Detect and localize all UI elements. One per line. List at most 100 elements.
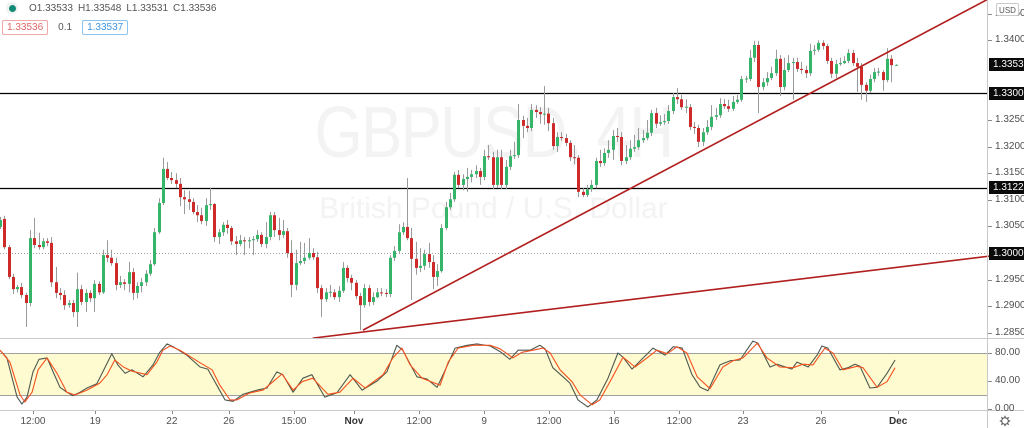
candle-body-down	[805, 69, 808, 74]
candle	[680, 94, 683, 110]
stoch-k-line[interactable]	[0, 340, 896, 408]
candle	[106, 240, 109, 263]
candle	[457, 170, 460, 189]
candle-body-down	[406, 226, 409, 239]
candle	[192, 198, 195, 215]
candle	[188, 190, 191, 210]
candle	[526, 117, 529, 133]
candle-body-down	[359, 296, 362, 306]
candle-body-down	[179, 183, 182, 198]
candle-body-up	[740, 79, 743, 100]
candle-body-down	[565, 138, 568, 143]
candle	[517, 104, 520, 158]
candle	[16, 284, 19, 293]
time-tick-label: 12:00	[20, 416, 46, 427]
candle	[338, 285, 341, 302]
candle-body-down	[380, 292, 383, 294]
gear-icon[interactable]	[999, 415, 1011, 427]
candle-body-down	[852, 52, 855, 64]
line-price-tag[interactable]: 1.30000	[989, 246, 1024, 260]
candle-body-down	[59, 292, 62, 296]
candle-body-up	[398, 232, 401, 251]
candle-body-down	[826, 46, 829, 61]
price-pane[interactable]	[0, 0, 987, 338]
candle	[723, 99, 726, 109]
candle	[462, 174, 465, 191]
candle	[299, 241, 302, 266]
price-tick-label: 1.30500	[995, 220, 1024, 232]
candle-body-up	[607, 149, 610, 153]
candle-body-up	[792, 62, 795, 64]
candle	[428, 242, 431, 268]
candle	[487, 145, 490, 160]
candle-body-down	[856, 63, 859, 67]
candle-body-down	[882, 72, 885, 81]
candle	[406, 177, 409, 241]
candle	[646, 120, 649, 141]
candle-body-down	[320, 288, 323, 300]
candle-body-down	[487, 156, 490, 158]
candle-body-up	[633, 147, 636, 149]
stoch-d-line[interactable]	[0, 342, 896, 406]
candle-body-up	[248, 240, 251, 242]
candle-body-down	[12, 276, 15, 290]
candle	[393, 246, 396, 261]
candle-body-up	[209, 204, 212, 206]
candle	[72, 299, 75, 317]
candle-body-up	[252, 239, 255, 241]
candle	[12, 273, 15, 294]
candle	[565, 133, 568, 147]
candle-body-up	[136, 285, 139, 293]
candle-body-down	[3, 218, 6, 248]
candle	[98, 281, 101, 296]
candle-body-down	[727, 106, 730, 109]
candle	[389, 255, 392, 298]
line-price-tag[interactable]: 1.33000	[989, 86, 1024, 100]
open-label: O	[29, 2, 37, 14]
candle-body-down	[689, 107, 692, 127]
candle-body-down	[290, 253, 293, 285]
candle-body-up	[440, 227, 443, 272]
candle	[886, 48, 889, 83]
ohlc-close: C1.33536	[173, 3, 216, 14]
stochastic-pane[interactable]	[0, 339, 987, 410]
candle	[63, 290, 66, 310]
candle	[770, 66, 773, 81]
candle-body-up	[505, 166, 508, 185]
candle-body-down	[492, 157, 495, 185]
low-label: L	[126, 2, 132, 14]
candle	[278, 217, 281, 241]
price-tick-label: 1.28500	[995, 326, 1024, 338]
candle-body-down	[547, 113, 550, 124]
candle	[123, 279, 126, 291]
candle-body-down	[860, 66, 863, 85]
candle	[419, 248, 422, 273]
candle-body-down	[55, 282, 58, 293]
candle-body-down	[200, 215, 203, 222]
candle-body-up	[625, 157, 628, 161]
candle-body-up	[145, 273, 148, 283]
sell-button[interactable]: 1.33536	[2, 20, 49, 35]
candle-body-up	[466, 176, 469, 180]
candle	[552, 117, 555, 150]
candle	[860, 63, 863, 100]
candle	[689, 104, 692, 131]
candle	[368, 284, 371, 307]
candle-body-down	[50, 242, 53, 283]
candle-body-down	[243, 240, 246, 242]
buy-button[interactable]: 1.33537	[82, 20, 129, 35]
candle-body-down	[599, 160, 602, 164]
candle-body-up	[766, 77, 769, 83]
candle-body-up	[642, 138, 645, 141]
candle-body-down	[175, 180, 178, 184]
candle-body-down	[552, 123, 555, 147]
last-price-tag[interactable]: 1.33536	[989, 58, 1024, 72]
candle	[736, 94, 739, 105]
candle	[877, 67, 880, 76]
candle	[269, 212, 272, 241]
currency-badge[interactable]: USD	[996, 3, 1019, 16]
line-price-tag[interactable]: 1.31228	[989, 181, 1024, 195]
candle-body-up	[843, 60, 846, 64]
candle	[218, 229, 221, 244]
candle-body-down	[535, 109, 538, 113]
